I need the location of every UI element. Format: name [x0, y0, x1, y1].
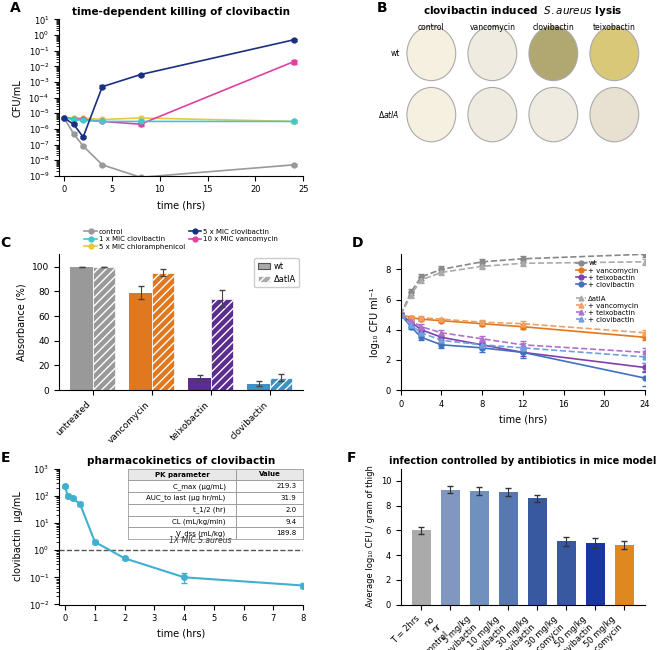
- Text: F: F: [347, 451, 357, 465]
- Text: wt: wt: [390, 49, 399, 58]
- X-axis label: time (hrs): time (hrs): [499, 415, 547, 424]
- Bar: [412, 530, 431, 604]
- Text: C: C: [1, 237, 11, 250]
- Y-axis label: CFU/mL: CFU/mL: [13, 79, 23, 116]
- Circle shape: [529, 26, 578, 81]
- Title: time-dependent killing of clovibactin: time-dependent killing of clovibactin: [72, 7, 290, 18]
- Text: control: control: [418, 23, 445, 32]
- Text: clovibactin: clovibactin: [532, 23, 574, 32]
- Bar: [70, 266, 93, 390]
- Bar: [470, 491, 489, 604]
- Legend: wt, ΔatlA: wt, ΔatlA: [254, 259, 299, 287]
- Title: pharmacokinetics of clovibactin: pharmacokinetics of clovibactin: [87, 456, 275, 467]
- Bar: [152, 273, 174, 390]
- Y-axis label: clovibactin  μg/mL: clovibactin μg/mL: [13, 491, 23, 582]
- Text: A: A: [11, 1, 21, 15]
- Bar: [528, 499, 547, 604]
- Y-axis label: log₁₀ CFU ml⁻¹: log₁₀ CFU ml⁻¹: [370, 287, 380, 357]
- Text: 1X MIC S.aureus: 1X MIC S.aureus: [169, 536, 232, 545]
- Circle shape: [529, 88, 578, 142]
- Legend: wt, + vancomycin, + teixobactin, + clovibactin, , ΔatlA, + vancomycin, + teixoba: wt, + vancomycin, + teixobactin, + clovi…: [573, 257, 642, 326]
- Circle shape: [407, 88, 456, 142]
- Y-axis label: Absorbance (%): Absorbance (%): [16, 283, 27, 361]
- Bar: [93, 266, 115, 390]
- Bar: [586, 543, 605, 604]
- Bar: [499, 492, 518, 604]
- X-axis label: time (hrs): time (hrs): [157, 200, 205, 210]
- Title: infection controlled by antibiotics in mice model: infection controlled by antibiotics in m…: [389, 456, 657, 467]
- Text: teixobactin: teixobactin: [593, 23, 636, 32]
- Circle shape: [468, 26, 517, 81]
- Y-axis label: Average log₁₀ CFU / gram of thigh: Average log₁₀ CFU / gram of thigh: [366, 465, 375, 608]
- Text: D: D: [352, 237, 363, 250]
- Bar: [130, 292, 152, 390]
- Text: B: B: [376, 1, 387, 15]
- Circle shape: [468, 88, 517, 142]
- X-axis label: time (hrs): time (hrs): [157, 629, 205, 639]
- Circle shape: [407, 26, 456, 81]
- Bar: [188, 378, 211, 390]
- Text: $\Delta$atlA: $\Delta$atlA: [378, 109, 399, 120]
- Text: E: E: [1, 451, 10, 465]
- Text: vancomycin: vancomycin: [469, 23, 515, 32]
- Bar: [247, 384, 270, 390]
- Bar: [615, 545, 634, 605]
- Bar: [441, 489, 460, 604]
- Bar: [557, 541, 576, 604]
- Legend: control, 1 x MIC clovibactin, 5 x MIC chloramphenicol, 5 x MIC clovibactin, 10 x: control, 1 x MIC clovibactin, 5 x MIC ch…: [82, 226, 281, 252]
- Circle shape: [590, 26, 639, 81]
- Circle shape: [590, 88, 639, 142]
- Title: clovibactin induced  $\it{S. aureus}$ lysis: clovibactin induced $\it{S. aureus}$ lys…: [423, 4, 622, 18]
- Bar: [270, 378, 292, 390]
- Bar: [211, 299, 233, 390]
